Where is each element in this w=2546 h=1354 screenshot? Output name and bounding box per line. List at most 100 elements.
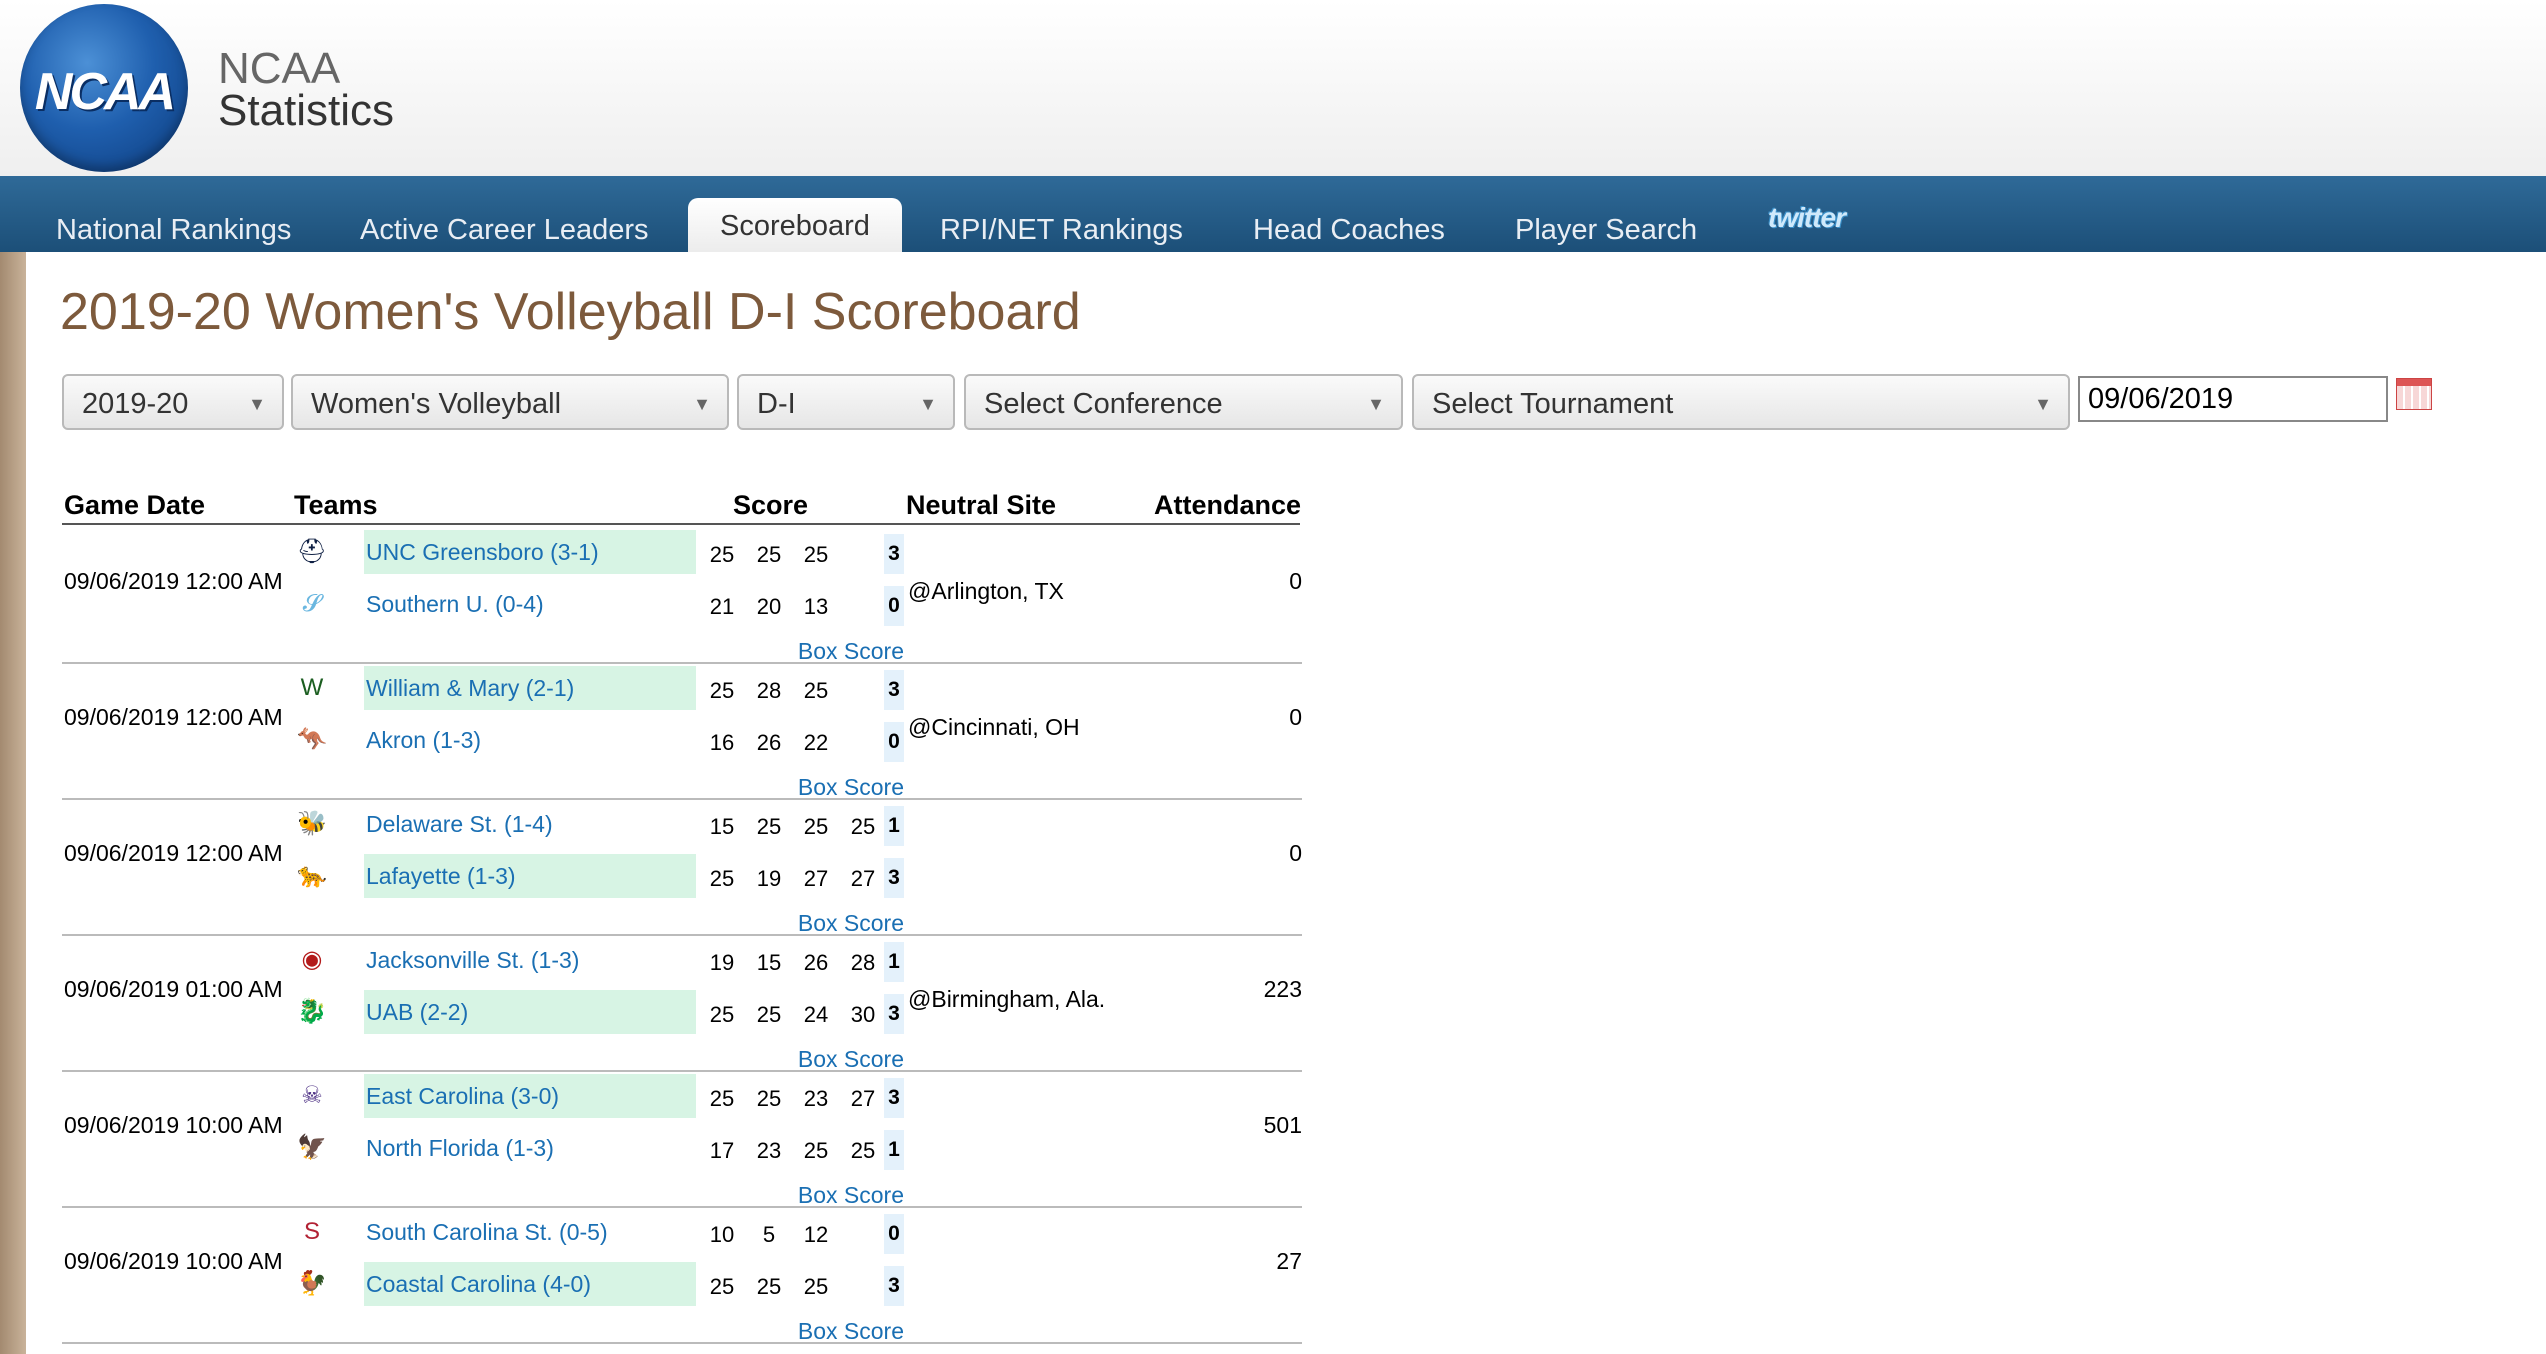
nav-active-career-leaders[interactable]: Active Career Leaders (360, 214, 649, 246)
chevron-down-icon: ▼ (693, 394, 711, 414)
box-score-link[interactable]: Box Score (797, 774, 904, 800)
game-row: 09/06/2019 12:00 AM 🐝 Delaware St. (1-4) 15… (62, 800, 1302, 936)
set-score: 17 (709, 1138, 735, 1163)
tournament-select[interactable]: Select Tournament ▼ (1412, 374, 2070, 430)
row-divider (62, 1342, 1302, 1344)
set-score: 25 (850, 1138, 876, 1163)
team-link[interactable]: East Carolina (3-0) (364, 1074, 696, 1118)
final-score: 3 (884, 994, 904, 1034)
final-score: 1 (884, 942, 904, 982)
wm-logo-icon[interactable]: W (300, 674, 324, 701)
main-nav: National Rankings Active Career Leaders … (0, 176, 2546, 252)
box-score-link[interactable]: Box Score (797, 910, 904, 936)
hornet-icon[interactable]: 🐝 (297, 810, 327, 837)
set-score: 19 (756, 866, 782, 891)
nav-rpi-net-rankings[interactable]: RPI/NET Rankings (940, 214, 1183, 246)
calendar-icon[interactable] (2396, 378, 2432, 410)
set-score: 5 (762, 1222, 776, 1247)
lafayette-leopard-icon[interactable]: 🐆 (297, 862, 327, 889)
site-header: NCAA NCAA Statistics (0, 0, 2546, 176)
game-row: 09/06/2019 10:00 AM ☠ East Carolina (3-0) 2… (62, 1072, 1302, 1208)
set-score: 25 (709, 866, 735, 891)
pirate-icon[interactable]: ☠ (301, 1082, 323, 1109)
final-score: 3 (884, 858, 904, 898)
set-score: 16 (709, 730, 735, 755)
set-score: 20 (756, 594, 782, 619)
neutral-site: @Birmingham, Ala. (908, 986, 1106, 1012)
set-score: 24 (803, 1002, 829, 1027)
site-title: NCAA Statistics (218, 44, 395, 135)
final-score: 0 (884, 722, 904, 762)
page-title: 2019-20 Women's Volleyball D-I Scoreboar… (60, 283, 1081, 341)
box-score-link[interactable]: Box Score (797, 1182, 904, 1208)
chanticleer-icon[interactable]: 🐓 (297, 1270, 327, 1297)
set-score: 15 (756, 950, 782, 975)
neutral-site: @Cincinnati, OH (908, 714, 1080, 740)
attendance-value: 27 (1276, 1248, 1302, 1274)
team-link[interactable]: Lafayette (1-3) (364, 854, 696, 898)
game-row: 09/06/2019 10:00 AM S South Carolina St. (… (62, 1208, 1302, 1344)
box-score-link[interactable]: Box Score (797, 1046, 904, 1072)
box-score-link[interactable]: Box Score (797, 1318, 904, 1344)
game-row: 09/06/2019 12:00 AM ⛑ UNC Greensboro (3-1)… (62, 528, 1302, 664)
team-link[interactable]: Akron (1-3) (366, 727, 482, 753)
set-score: 28 (850, 950, 876, 975)
nav-head-coaches[interactable]: Head Coaches (1253, 214, 1445, 246)
team-link[interactable]: Southern U. (0-4) (366, 591, 544, 617)
game-row: 09/06/2019 01:00 AM ◉ Jacksonville St. (1-… (62, 936, 1302, 1072)
set-score: 21 (709, 594, 735, 619)
team-link[interactable]: William & Mary (2-1) (364, 666, 696, 710)
nav-player-search[interactable]: Player Search (1515, 214, 1698, 246)
left-sidebar-bar (0, 252, 26, 1354)
team-link[interactable]: Delaware St. (1-4) (366, 811, 553, 837)
game-row: 09/06/2019 12:00 AM W William & Mary (2-1)… (62, 664, 1302, 800)
dragon-icon[interactable]: 🐉 (297, 998, 327, 1025)
set-score: 19 (709, 950, 735, 975)
set-score: 27 (803, 866, 829, 891)
spartan-helmet-icon[interactable]: ⛑ (296, 538, 328, 565)
ncaa-logo[interactable]: NCAA (20, 4, 188, 172)
chevron-down-icon: ▼ (1367, 394, 1385, 414)
conference-select-value: Select Conference (984, 388, 1223, 420)
team-link[interactable]: UNC Greensboro (3-1) (364, 530, 696, 574)
gamecock-badge-icon[interactable]: ◉ (301, 946, 323, 973)
attendance-value: 0 (1289, 840, 1302, 866)
team-link[interactable]: Jacksonville St. (1-3) (366, 947, 580, 973)
zip-kangaroo-icon[interactable]: 🦘 (297, 726, 327, 753)
tournament-select-value: Select Tournament (1432, 388, 1674, 420)
neutral-site: @Arlington, TX (908, 578, 1064, 604)
su-jaguar-icon[interactable]: 𝓢 (302, 590, 322, 617)
osprey-icon[interactable]: 🦅 (297, 1134, 327, 1161)
conference-select[interactable]: Select Conference ▼ (964, 374, 1403, 430)
box-score-link[interactable]: Box Score (797, 638, 904, 664)
set-score: 25 (756, 814, 782, 839)
team-link[interactable]: UAB (2-2) (364, 990, 696, 1034)
division-select[interactable]: D-I ▼ (737, 374, 955, 430)
sport-select[interactable]: Women's Volleyball ▼ (291, 374, 729, 430)
row-divider (62, 1206, 1302, 1208)
set-score: 25 (756, 1274, 782, 1299)
season-select[interactable]: 2019-20 ▼ (62, 374, 284, 430)
set-score: 23 (803, 1086, 829, 1111)
attendance-value: 501 (1263, 1112, 1302, 1138)
team-link[interactable]: Coastal Carolina (4-0) (364, 1262, 696, 1306)
final-score: 3 (884, 534, 904, 574)
nav-scoreboard[interactable]: Scoreboard (688, 198, 902, 252)
set-score: 23 (756, 1138, 782, 1163)
site-title-line1: NCAA (218, 44, 341, 93)
twitter-icon[interactable]: twitter (1768, 202, 1846, 233)
s-logo-icon[interactable]: S (303, 1218, 320, 1245)
nav-national-rankings[interactable]: National Rankings (56, 214, 292, 246)
team-link[interactable]: South Carolina St. (0-5) (366, 1219, 608, 1245)
chevron-down-icon: ▼ (248, 394, 266, 414)
date-input[interactable]: 09/06/2019 (2078, 376, 2388, 422)
site-title-line2: Statistics (218, 86, 395, 135)
row-divider (62, 662, 1302, 664)
row-divider (62, 798, 1302, 800)
team-link[interactable]: North Florida (1-3) (366, 1135, 554, 1161)
final-score: 3 (884, 1266, 904, 1306)
final-score: 1 (884, 1130, 904, 1170)
set-score: 25 (709, 542, 735, 567)
col-header-attendance: Attendance (1154, 490, 1302, 520)
chevron-down-icon: ▼ (919, 394, 937, 414)
